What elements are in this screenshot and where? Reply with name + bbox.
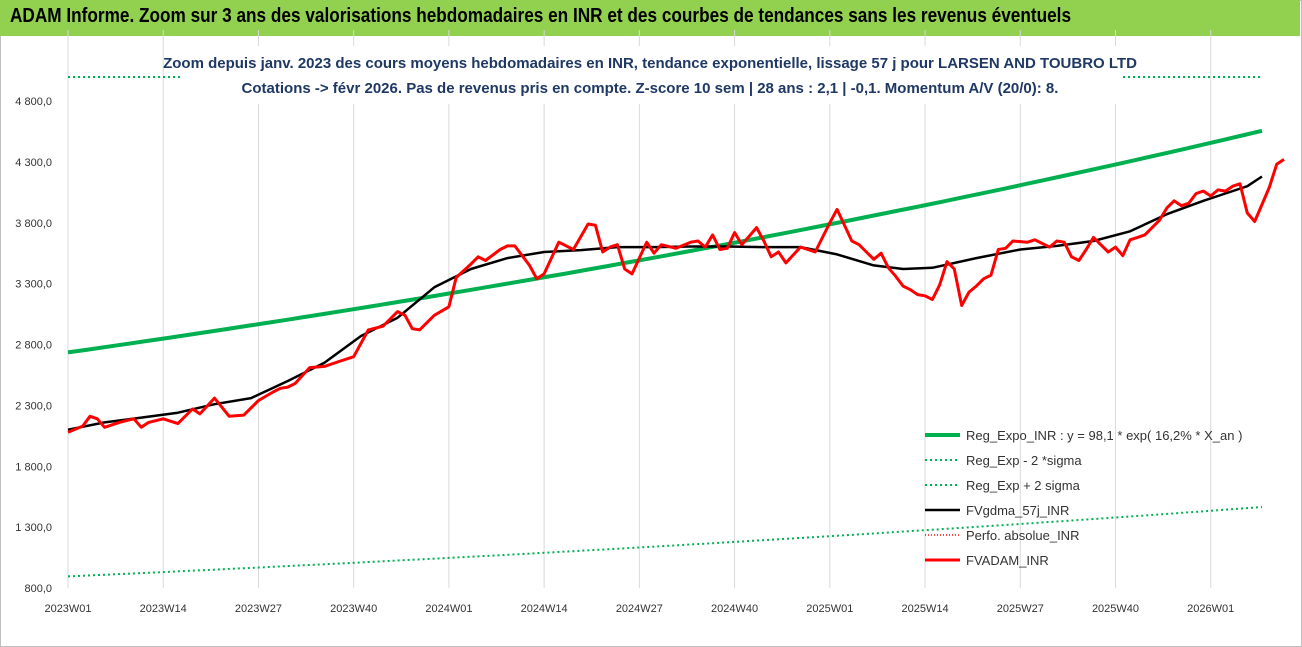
x-tick-label: 2025W14: [901, 603, 948, 615]
x-tick-label: 2025W27: [997, 603, 1044, 615]
x-tick-label: 2025W40: [1092, 603, 1139, 615]
x-tick-label: 2023W01: [44, 603, 91, 615]
y-axis-ticks: 4 800,0 4 300,0 3 800,0 3 300,0 2 800,0 2 300…: [15, 96, 52, 595]
y-tick-label: 4 300,0: [15, 157, 52, 169]
x-tick-label: 2025W01: [806, 603, 853, 615]
y-tick-label: 800,0: [24, 583, 52, 595]
series-reg-exp-minus-2sigma: [67, 506, 1263, 578]
legend-entry: FVADAM_INR: [966, 553, 1049, 568]
legend-entry: Perfo. absolue_INR: [966, 528, 1079, 543]
y-tick-label: 2 800,0: [15, 340, 52, 352]
series-reg-expo: [67, 128, 1263, 355]
legend-entry: Reg_Exp + 2 sigma: [966, 478, 1081, 493]
series-fvgdma: [67, 175, 1263, 431]
x-axis-ticks: 2023W01 2023W14 2023W27 2023W40 2024W01 2024W…: [44, 603, 1234, 615]
x-tick-label: 2024W40: [711, 603, 758, 615]
chart-subtitle: Cotations -> févr 2026. Pas de revenus p…: [242, 80, 1059, 97]
y-tick-label: 1 300,0: [15, 522, 52, 534]
x-tick-label: 2023W40: [330, 603, 377, 615]
report-title: ADAM Informe. Zoom sur 3 ans des valoris…: [10, 5, 1072, 27]
chart-title: Zoom depuis janv. 2023 des cours moyens …: [163, 55, 1137, 72]
legend-entry: Reg_Exp - 2 *sigma: [966, 453, 1082, 468]
y-tick-label: 2 300,0: [15, 400, 52, 412]
legend: Reg_Expo_INR : y = 98,1 * exp( 16,2% * X…: [925, 428, 1242, 568]
x-tick-label: 2024W14: [521, 603, 568, 615]
legend-entry: Reg_Expo_INR : y = 98,1 * exp( 16,2% * X…: [966, 428, 1242, 443]
legend-entry: FVgdma_57j_INR: [966, 503, 1069, 518]
y-tick-label: 1 800,0: [15, 461, 52, 473]
y-tick-label: 4 800,0: [15, 96, 52, 108]
x-tick-label: 2024W27: [616, 603, 663, 615]
series-lines: [67, 128, 1285, 434]
y-tick-label: 3 300,0: [15, 279, 52, 291]
report-banner: ADAM Informe. Zoom sur 3 ans des valoris…: [0, 0, 1300, 36]
title-background: [180, 46, 1120, 104]
x-tick-label: 2026W01: [1187, 603, 1234, 615]
y-tick-label: 3 800,0: [15, 218, 52, 230]
series-fvadam: [67, 158, 1285, 434]
x-tick-label: 2024W01: [425, 603, 472, 615]
x-tick-label: 2023W27: [235, 603, 282, 615]
x-tick-label: 2023W14: [140, 603, 187, 615]
